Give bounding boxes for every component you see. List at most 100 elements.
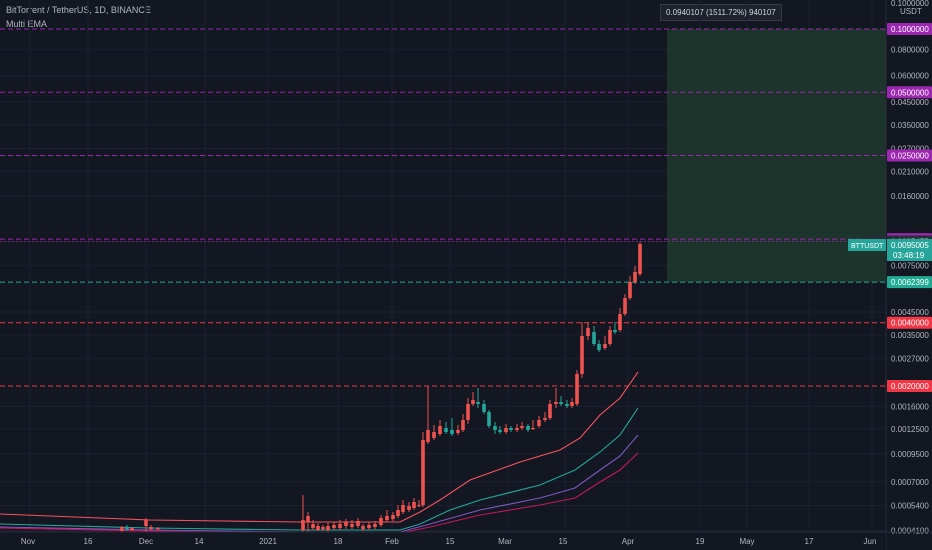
- candle-body: [586, 328, 590, 336]
- candle-body: [401, 505, 405, 512]
- price-axis-top-label: 0.1000000: [891, 0, 929, 8]
- candle-body: [537, 420, 541, 426]
- price-axis-tick: 0.0035000: [891, 331, 929, 340]
- candle-body: [321, 527, 325, 529]
- time-axis-label: Feb: [385, 537, 399, 546]
- symbol-title[interactable]: BitTorrent / TetherUS, 1D, BINANCE: [6, 5, 151, 15]
- ema-line: [0, 452, 639, 534]
- price-axis-tick: 0.0800000: [891, 45, 929, 54]
- candle-body: [592, 332, 596, 344]
- time-axis-label: Jun: [864, 537, 877, 546]
- candle-body: [461, 420, 465, 430]
- candle-body: [149, 527, 153, 529]
- candle-body: [438, 426, 442, 434]
- candle-body: [493, 426, 497, 430]
- candle-body: [603, 344, 607, 348]
- price-level-label: 0.0062399: [891, 278, 929, 287]
- candle-body: [432, 432, 436, 438]
- candle-body: [311, 524, 315, 528]
- price-level-badge[interactable]: [887, 380, 932, 392]
- price-level-badge[interactable]: [887, 316, 932, 329]
- time-axis: [0, 532, 886, 550]
- candle-body: [156, 528, 160, 530]
- time-axis-label: 17: [805, 537, 814, 546]
- candle-body: [144, 520, 148, 526]
- candle-body: [396, 510, 400, 516]
- candle-body: [565, 404, 569, 406]
- price-level-label: 0.0040000: [891, 319, 929, 328]
- indicator-label[interactable]: Multi EMA: [6, 19, 48, 29]
- measure-tooltip: 0.0940107 (1511.72%) 940107: [660, 4, 782, 21]
- candle-body: [385, 516, 389, 520]
- candle-body: [367, 525, 371, 528]
- candle-body: [471, 400, 475, 404]
- candle-body: [373, 524, 377, 527]
- price-axis-tick: 0.0075000: [891, 261, 929, 270]
- candle-body: [130, 528, 134, 530]
- candle-body: [301, 520, 305, 530]
- price-axis-tick: 0.0016000: [891, 402, 929, 411]
- candle-body: [570, 402, 574, 406]
- time-axis-label: Apr: [622, 537, 635, 546]
- ema-line: [0, 407, 639, 531]
- candle-body: [456, 430, 460, 433]
- candle-body: [426, 430, 430, 442]
- candle-body: [548, 404, 552, 418]
- price-axis-tick: 0.0012500: [891, 425, 929, 434]
- candle-body: [520, 426, 524, 428]
- candle-body: [120, 527, 124, 531]
- candle-body: [356, 521, 360, 526]
- candle-body: [338, 524, 342, 528]
- time-axis-label: Dec: [139, 537, 153, 546]
- price-axis: [886, 0, 932, 550]
- time-axis-label: 2021: [259, 537, 277, 546]
- candle-body: [421, 440, 425, 505]
- candle-body: [444, 428, 448, 432]
- candle-body: [344, 522, 348, 526]
- candle-body: [316, 526, 320, 530]
- time-axis-label: 19: [696, 537, 705, 546]
- candle-body: [306, 516, 310, 522]
- candle-body: [575, 374, 579, 404]
- price-level-badge[interactable]: [887, 149, 932, 162]
- candle-body: [417, 505, 421, 507]
- candle-body: [638, 244, 642, 274]
- price-axis-tick: 0.0009500: [891, 450, 929, 459]
- time-axis-label: 16: [84, 537, 93, 546]
- candle-body: [628, 282, 632, 298]
- current-price-label: 0.0095005: [891, 241, 929, 250]
- time-axis-label: 15: [446, 537, 455, 546]
- price-level-label: 0.1000000: [891, 25, 929, 34]
- candle-body: [498, 430, 502, 432]
- candle-body: [350, 524, 354, 527]
- price-level-label: 0.0250000: [891, 152, 929, 161]
- price-axis-tick: 0.0005400: [891, 501, 929, 510]
- candle-body: [623, 298, 627, 314]
- candle-body: [633, 272, 637, 282]
- time-axis-label: Mar: [498, 537, 512, 546]
- candle-body: [466, 404, 470, 420]
- candle-body: [379, 518, 383, 525]
- price-level-badge[interactable]: [887, 276, 932, 289]
- candle-body: [509, 428, 513, 430]
- symbol-tag-label: BTTUSDT: [851, 243, 884, 250]
- price-level-label: 0.0020000: [891, 382, 929, 391]
- candle-body: [597, 344, 601, 350]
- time-axis-label: 18: [334, 537, 343, 546]
- current-price-badge[interactable]: [887, 239, 932, 261]
- candle-body: [482, 404, 486, 412]
- candle-body: [407, 506, 411, 510]
- candle-body: [332, 525, 336, 528]
- price-axis-tick: 0.0004100: [891, 527, 929, 536]
- price-level-badge[interactable]: [887, 86, 932, 99]
- candle-body: [450, 430, 454, 434]
- price-axis-tick: 0.0600000: [891, 72, 929, 81]
- price-level-label: 0.0500000: [891, 88, 929, 97]
- time-axis-label: May: [739, 537, 754, 546]
- candle-body: [487, 412, 491, 426]
- time-axis-label: Nov: [21, 537, 35, 546]
- time-axis-label: 15: [559, 537, 568, 546]
- price-level-badge[interactable]: [887, 23, 932, 35]
